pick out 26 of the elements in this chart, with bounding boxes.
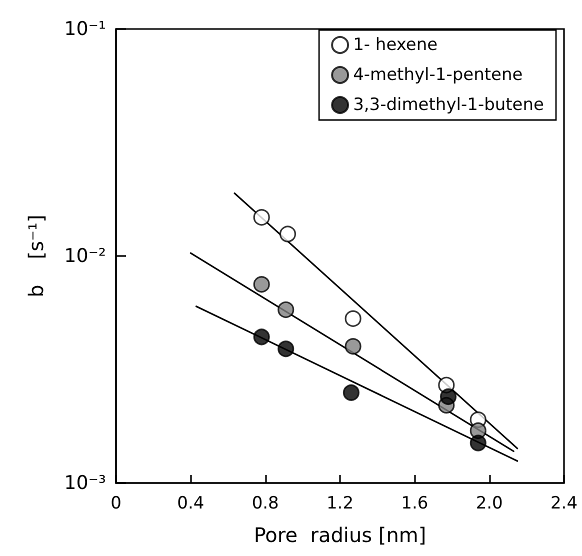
point [344,338,362,355]
point [278,340,294,358]
x-tick-label: 1.2 [326,494,354,514]
point [278,301,294,318]
x-tick-label: 2.0 [476,494,503,514]
y-tick-label: 10⁻² [64,245,106,267]
legend-label: 4-methyl-1-pentene [353,65,523,85]
point [440,388,457,405]
x-axis-title: Pore radius [nm] [254,523,426,547]
point [470,434,486,452]
point [253,276,270,293]
y-tick-label: 10⁻³ [64,472,106,494]
point [342,384,360,401]
legend-label: 1- hexene [353,35,438,55]
x-tick-label: 1.6 [401,494,428,514]
x-tick-label: 0.4 [177,494,204,514]
legend-label: 3,3-dimethyl-1-butene [353,95,544,115]
x-tick-label: 0 [110,494,122,514]
x-tick-label: 2.4 [550,494,578,514]
point [253,328,270,346]
x-tick-label: 0.8 [252,494,279,514]
point [253,209,270,226]
y-tick-label: 10⁻¹ [64,18,106,40]
point [279,226,296,242]
point [344,310,362,327]
y-axis-title: b [s⁻¹] [24,214,48,298]
